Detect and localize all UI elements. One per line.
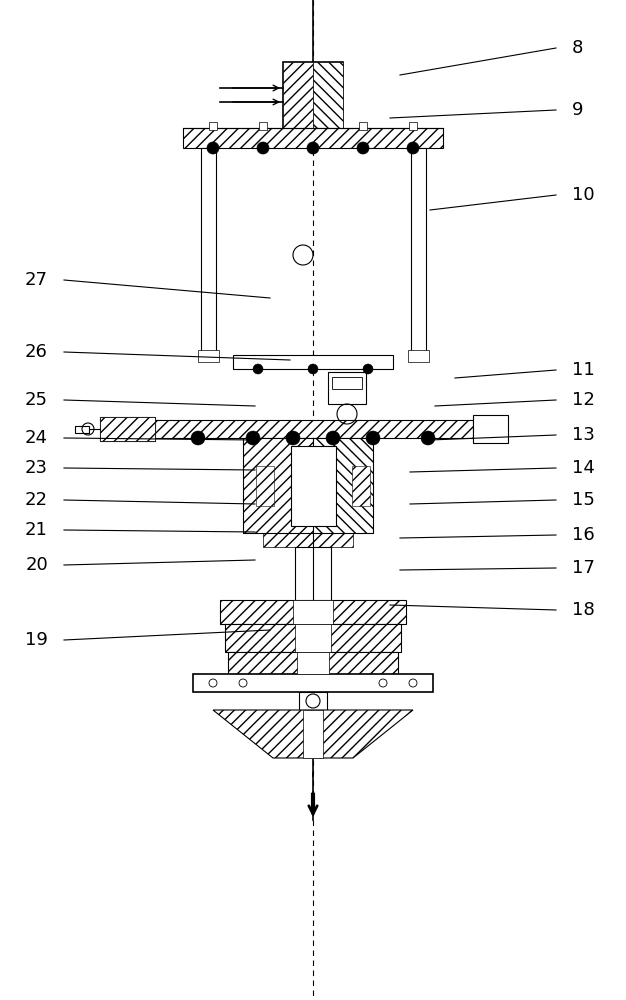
Bar	[408, 350, 429, 362]
Polygon shape	[183, 128, 443, 148]
Text: 17: 17	[572, 559, 595, 577]
Bar	[291, 446, 336, 526]
Circle shape	[257, 142, 269, 154]
Bar	[332, 377, 362, 389]
Polygon shape	[283, 62, 313, 128]
Text: 21: 21	[25, 521, 48, 539]
Bar	[201, 148, 216, 360]
Circle shape	[246, 431, 260, 445]
Circle shape	[409, 679, 417, 687]
Circle shape	[209, 679, 217, 687]
Text: 23: 23	[25, 459, 48, 477]
Text: 27: 27	[25, 271, 48, 289]
Text: 18: 18	[572, 601, 595, 619]
Bar	[409, 122, 417, 130]
Bar	[293, 600, 333, 624]
Circle shape	[308, 364, 318, 374]
Bar	[359, 122, 367, 130]
Text: 19: 19	[25, 631, 48, 649]
Bar	[75, 426, 89, 433]
Polygon shape	[153, 420, 473, 438]
Polygon shape	[243, 438, 313, 533]
Bar	[283, 62, 343, 128]
Text: 24: 24	[25, 429, 48, 447]
Text: 22: 22	[25, 491, 48, 509]
Bar	[297, 652, 329, 674]
Polygon shape	[100, 417, 155, 441]
Polygon shape	[213, 710, 413, 758]
Text: 11: 11	[572, 361, 595, 379]
Bar	[193, 674, 433, 692]
Bar	[198, 350, 219, 362]
Bar	[295, 624, 331, 652]
Bar	[209, 122, 217, 130]
Polygon shape	[352, 466, 370, 506]
Text: 25: 25	[25, 391, 48, 409]
Text: 10: 10	[572, 186, 595, 204]
Circle shape	[421, 431, 435, 445]
Polygon shape	[256, 466, 274, 506]
Circle shape	[286, 431, 300, 445]
Circle shape	[253, 364, 263, 374]
Bar	[411, 148, 426, 360]
Circle shape	[407, 142, 419, 154]
Bar	[328, 372, 366, 404]
Bar	[295, 547, 331, 602]
Text: 12: 12	[572, 391, 595, 409]
Text: 13: 13	[572, 426, 595, 444]
Text: 26: 26	[25, 343, 48, 361]
Text: 8: 8	[572, 39, 583, 57]
Bar	[473, 415, 508, 443]
Bar	[100, 417, 155, 441]
Text: 16: 16	[572, 526, 595, 544]
Circle shape	[207, 142, 219, 154]
Text: 14: 14	[572, 459, 595, 477]
Circle shape	[307, 142, 319, 154]
Text: 9: 9	[572, 101, 583, 119]
Circle shape	[191, 431, 205, 445]
Bar	[243, 438, 373, 533]
Circle shape	[363, 364, 373, 374]
Text: 20: 20	[25, 556, 48, 574]
Circle shape	[239, 679, 247, 687]
Polygon shape	[225, 624, 401, 652]
Circle shape	[366, 431, 380, 445]
Circle shape	[379, 679, 387, 687]
Bar	[299, 692, 327, 710]
Circle shape	[357, 142, 369, 154]
Polygon shape	[228, 652, 398, 674]
Text: 15: 15	[572, 491, 595, 509]
Polygon shape	[220, 600, 406, 624]
Bar	[233, 355, 393, 369]
Polygon shape	[313, 438, 373, 533]
Bar	[259, 122, 267, 130]
Polygon shape	[263, 533, 353, 547]
Circle shape	[326, 431, 340, 445]
Bar	[303, 710, 323, 758]
Polygon shape	[313, 62, 343, 128]
